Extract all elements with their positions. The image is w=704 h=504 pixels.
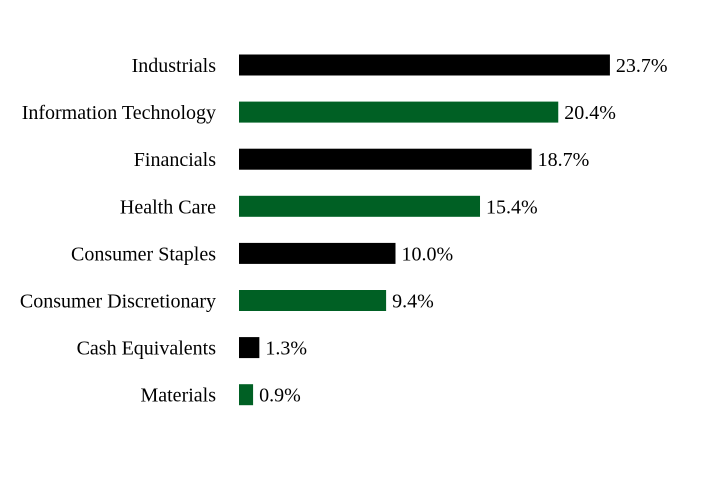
value-label: 18.7% <box>538 149 590 171</box>
bar <box>239 337 260 359</box>
value-label: 9.4% <box>392 291 434 313</box>
category-label: Health Care <box>120 196 216 218</box>
value-label: 0.9% <box>259 385 301 407</box>
bar <box>239 101 559 123</box>
category-label: Consumer Staples <box>71 243 216 265</box>
bars <box>239 54 610 406</box>
bar <box>239 54 610 76</box>
category-label: Financials <box>134 149 216 171</box>
category-label: Consumer Discretionary <box>20 291 216 313</box>
bar <box>239 195 481 217</box>
bar <box>239 148 532 170</box>
value-labels: 23.7% 20.4% 18.7% 15.4% 10.0% 9.4% 1.3% 0.9% <box>259 55 667 407</box>
bar <box>239 242 396 264</box>
bar <box>239 290 387 311</box>
value-label: 1.3% <box>265 338 307 360</box>
category-label: Cash Equivalents <box>77 338 217 360</box>
value-label: 10.0% <box>402 243 454 265</box>
category-label: Industrials <box>132 55 217 77</box>
value-label: 23.7% <box>616 55 668 77</box>
category-label: Materials <box>140 385 216 407</box>
category-labels: Industrials Information Technology Financi… <box>20 55 216 407</box>
category-label: Information Technology <box>22 102 216 124</box>
value-label: 20.4% <box>564 102 616 124</box>
bar <box>239 384 254 406</box>
value-label: 15.4% <box>486 196 538 218</box>
